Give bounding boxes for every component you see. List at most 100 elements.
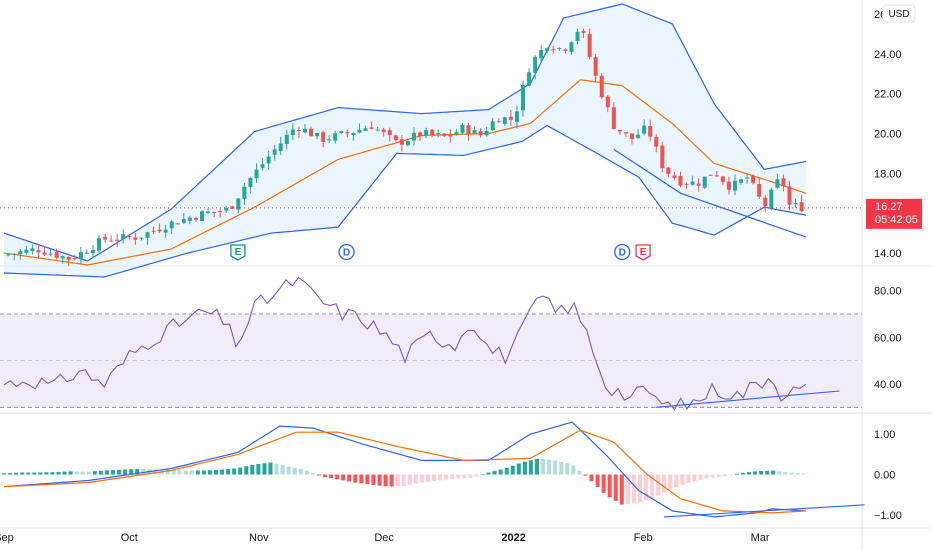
candle[interactable] [527,67,532,87]
candle[interactable] [442,133,447,138]
candle[interactable] [339,130,344,135]
candle[interactable] [751,174,756,185]
candle[interactable] [787,180,792,210]
candle[interactable] [212,211,217,218]
candle[interactable] [605,95,610,113]
candle[interactable] [454,129,459,136]
candle[interactable] [502,116,507,126]
candle[interactable] [484,126,489,137]
candle[interactable] [345,129,350,137]
earnings-marker[interactable]: E [230,244,246,261]
candle[interactable] [121,228,126,244]
candle[interactable] [399,135,404,152]
candle[interactable] [424,127,429,139]
candle[interactable] [103,233,108,243]
price-pane[interactable] [0,3,862,278]
candle[interactable] [684,182,689,190]
macd-trendline[interactable] [663,504,865,518]
candle[interactable] [381,127,386,137]
candle[interactable] [678,171,683,188]
candle[interactable] [199,210,204,222]
candle[interactable] [460,122,465,135]
candle[interactable] [672,171,677,180]
candle[interactable] [430,128,435,138]
candle[interactable] [333,130,338,144]
candle[interactable] [387,127,392,142]
candle[interactable] [260,158,265,171]
candle[interactable] [351,132,356,141]
candle[interactable] [745,173,750,184]
candle[interactable] [357,123,362,134]
candle[interactable] [54,248,59,260]
candle[interactable] [514,105,519,129]
candle[interactable] [763,195,768,213]
candle[interactable] [642,119,647,136]
candle[interactable] [545,47,550,54]
candle[interactable] [732,174,737,196]
candle[interactable] [127,233,132,240]
candle[interactable] [193,216,198,222]
candle[interactable] [290,123,295,141]
candle[interactable] [630,133,635,145]
candle[interactable] [157,223,162,234]
candle[interactable] [66,256,71,267]
candle[interactable] [654,134,659,153]
candle[interactable] [617,129,622,135]
candle[interactable] [508,110,513,126]
candle[interactable] [206,208,211,214]
candle[interactable] [521,81,526,117]
candle[interactable] [254,163,259,183]
macd-signal-line[interactable] [3,429,807,514]
candle[interactable] [720,175,725,186]
candle[interactable] [139,237,144,241]
candle[interactable] [187,215,192,225]
candle[interactable] [97,235,102,255]
candle[interactable] [702,176,707,189]
candle[interactable] [12,253,17,261]
candle[interactable] [109,235,114,242]
candle[interactable] [775,173,780,190]
bollinger-upper-line[interactable] [3,3,807,262]
candle[interactable] [60,255,65,264]
candle[interactable] [278,136,283,155]
candle[interactable] [569,41,574,55]
candle[interactable] [418,131,423,142]
candle[interactable] [115,233,120,248]
candle[interactable] [36,243,41,260]
candle[interactable] [302,124,307,134]
candle[interactable] [533,54,538,80]
candle[interactable] [648,119,653,142]
candle[interactable] [581,28,586,39]
price-trendline[interactable] [613,148,807,238]
candle[interactable] [472,126,477,134]
candle[interactable] [236,198,241,214]
candle[interactable] [708,174,713,176]
candle[interactable] [78,246,83,264]
candle[interactable] [48,249,53,257]
candle[interactable] [393,134,398,142]
candle[interactable] [315,132,320,140]
bollinger-lower-line[interactable] [3,124,807,278]
candle[interactable] [151,226,156,235]
candle[interactable] [636,129,641,139]
rsi-trendline[interactable] [655,390,840,408]
candle[interactable] [218,208,223,218]
candle[interactable] [478,127,483,138]
rsi-line[interactable] [3,276,807,411]
candle[interactable] [490,117,495,131]
candle[interactable] [133,232,138,245]
candle[interactable] [30,244,35,255]
candle[interactable] [369,121,374,130]
candle[interactable] [539,45,544,64]
candle[interactable] [599,72,604,99]
candle[interactable] [169,219,174,235]
candle[interactable] [321,130,326,148]
earnings-marker[interactable]: E [635,244,651,261]
candle[interactable] [145,231,150,245]
candle[interactable] [793,198,798,208]
candle[interactable] [163,224,168,238]
macd-pane[interactable] [2,421,865,518]
candle[interactable] [18,249,23,260]
candle[interactable] [242,182,247,206]
